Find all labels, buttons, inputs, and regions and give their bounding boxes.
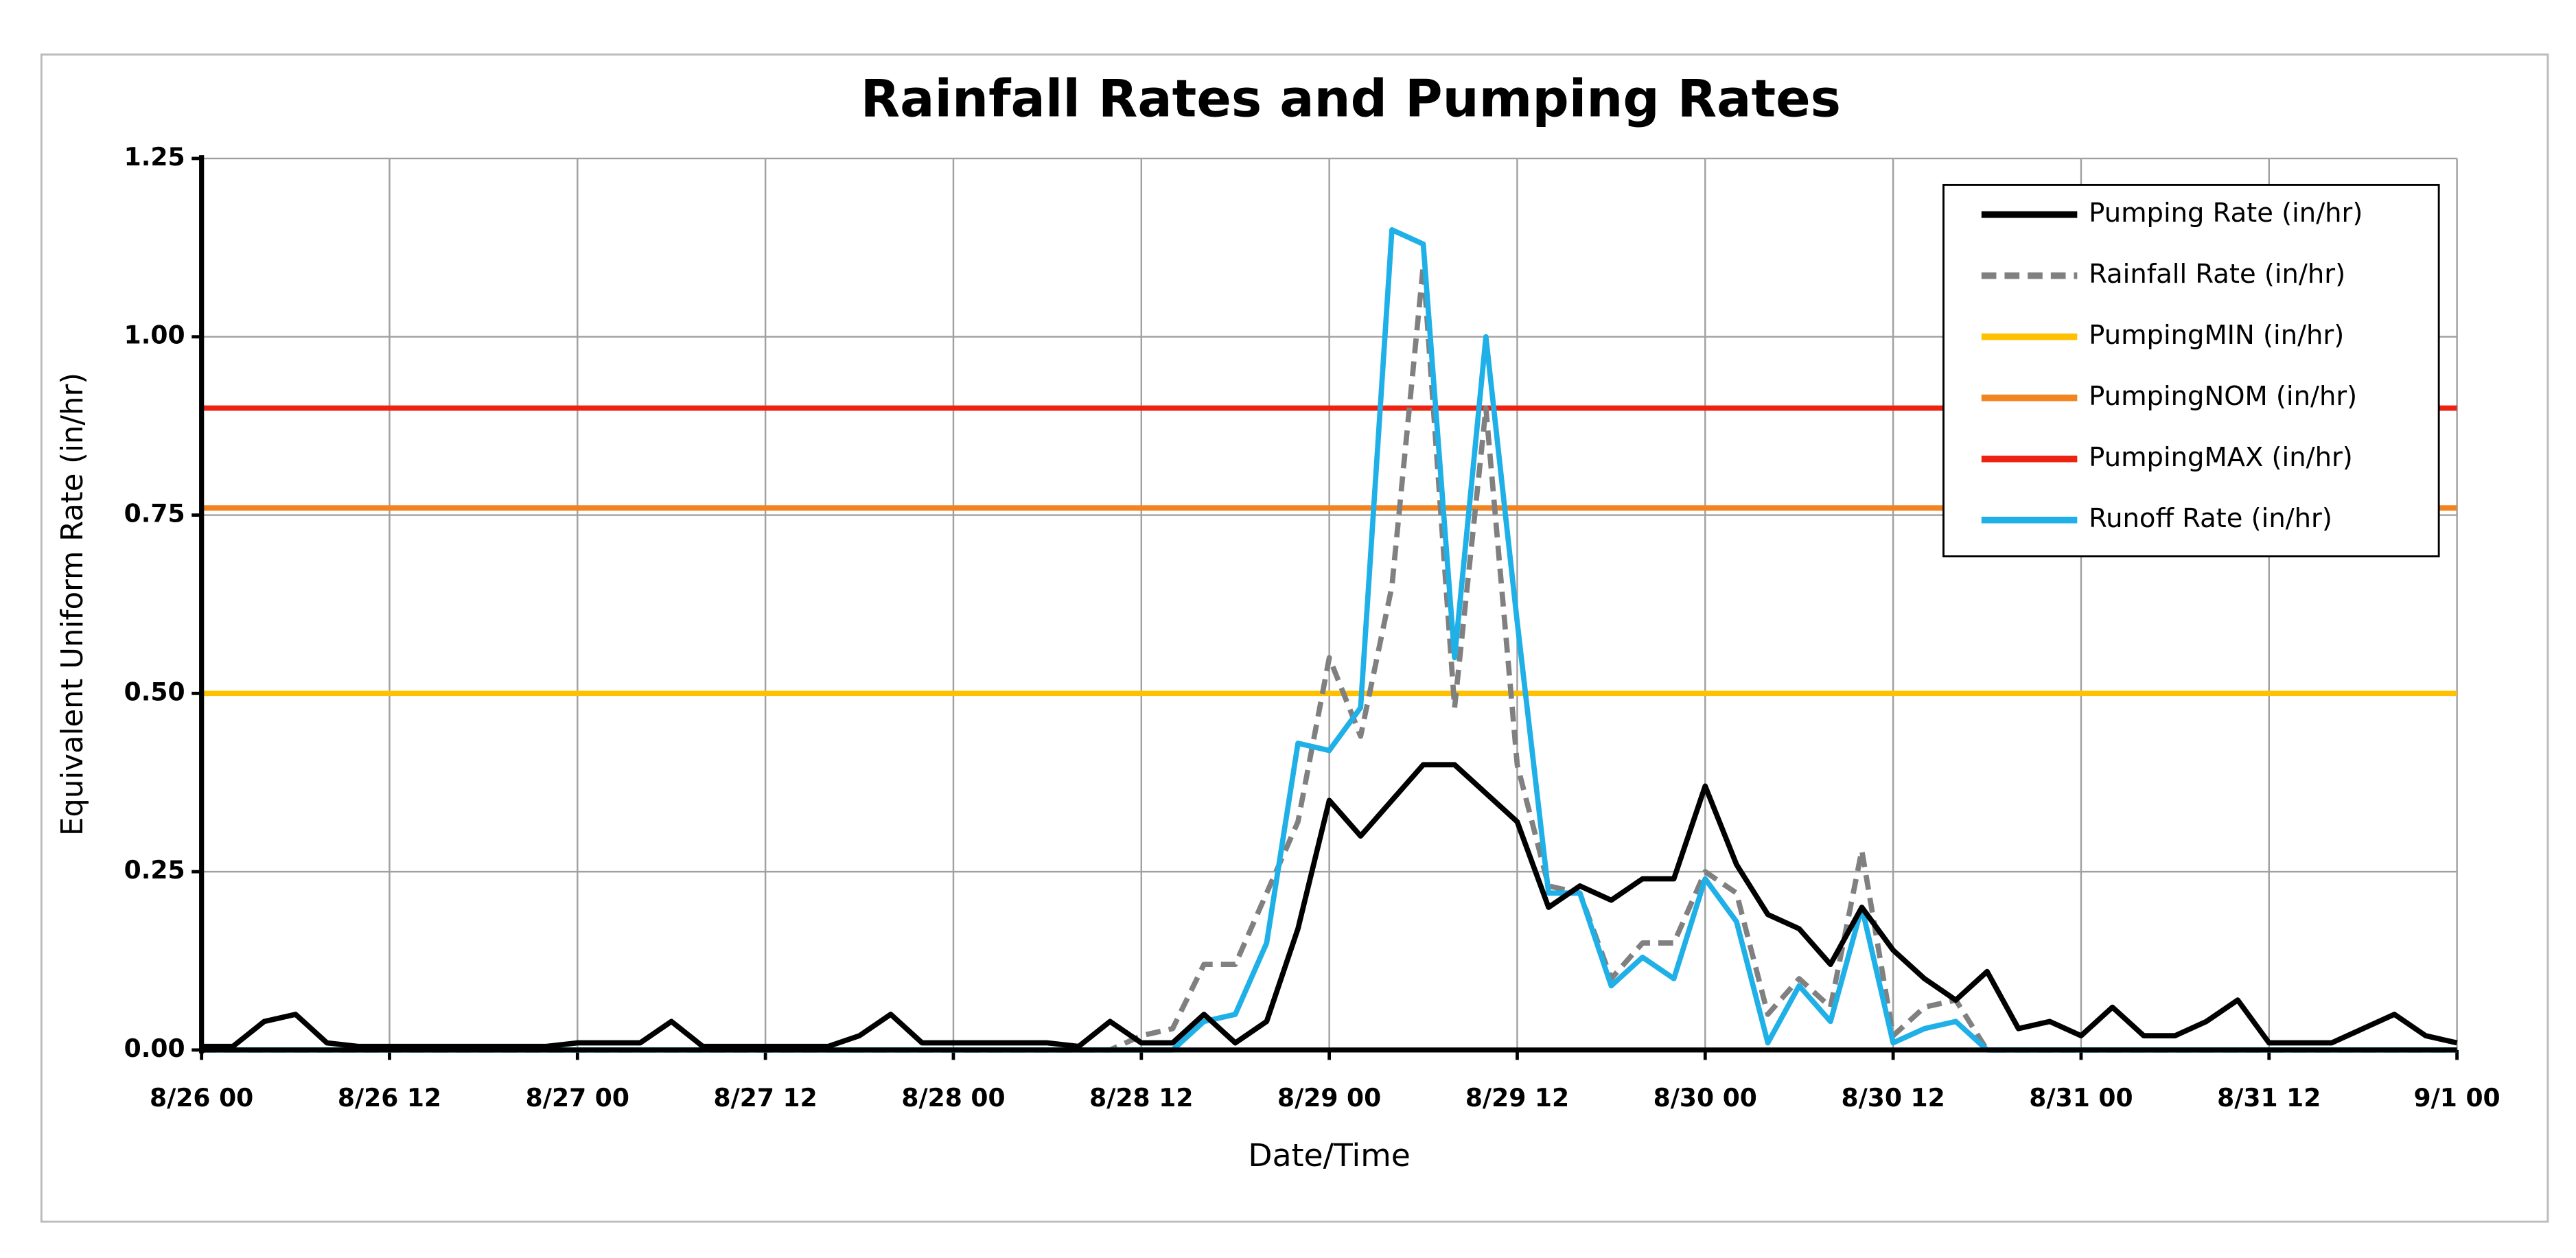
y-tick-label: 0.75 xyxy=(124,500,185,528)
x-tick-label: 8/26 00 xyxy=(150,1084,253,1113)
x-tick-label: 8/31 00 xyxy=(2029,1084,2133,1113)
legend: Pumping Rate (in/hr) Rainfall Rate (in/hr… xyxy=(1942,183,2440,558)
chart-title: Rainfall Rates and Pumping Rates xyxy=(861,69,1841,129)
x-tick-label: 8/26 12 xyxy=(338,1084,441,1113)
y-tick-label: 1.25 xyxy=(124,143,185,172)
x-tick-label: 8/29 00 xyxy=(1277,1084,1381,1113)
y-axis-label: Equivalent Uniform Rate (in/hr) xyxy=(56,373,90,836)
x-tick-label: 8/30 12 xyxy=(1841,1084,1945,1113)
legend-label: PumpingMIN (in/hr) xyxy=(2089,320,2344,351)
y-tick-label: 1.00 xyxy=(124,321,185,350)
x-tick-label: 8/31 12 xyxy=(2217,1084,2321,1113)
x-tick-label: 8/29 12 xyxy=(1465,1084,1569,1113)
legend-label: Runoff Rate (in/hr) xyxy=(2089,503,2332,534)
legend-label: PumpingMAX (in/hr) xyxy=(2089,442,2353,473)
y-tick-label: 0.00 xyxy=(124,1034,185,1063)
y-tick-label: 0.25 xyxy=(124,856,185,885)
legend-label: PumpingNOM (in/hr) xyxy=(2089,381,2357,412)
x-axis-label: Date/Time xyxy=(1248,1137,1410,1174)
x-tick-label: 8/28 12 xyxy=(1089,1084,1193,1113)
x-tick-label: 8/30 00 xyxy=(1653,1084,1757,1113)
series-line xyxy=(201,762,2458,1049)
x-tick-label: 9/1 00 xyxy=(2414,1084,2500,1113)
legend-box xyxy=(1942,183,2440,558)
y-tick-label: 0.50 xyxy=(124,677,185,706)
x-tick-label: 8/28 00 xyxy=(901,1084,1005,1113)
legend-label: Pumping Rate (in/hr) xyxy=(2089,198,2363,229)
x-tick-label: 8/27 12 xyxy=(714,1084,817,1113)
legend-label: Rainfall Rate (in/hr) xyxy=(2089,259,2345,290)
x-tick-label: 8/27 00 xyxy=(526,1084,629,1113)
